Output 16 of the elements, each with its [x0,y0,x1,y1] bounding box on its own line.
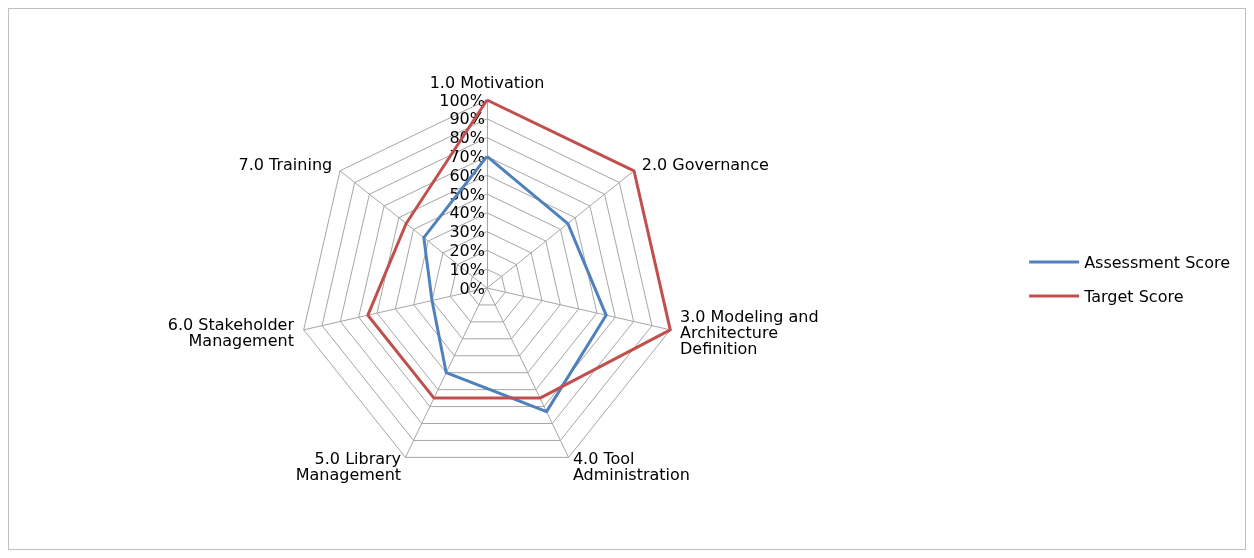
spoke-label: 1.0 Motivation [429,72,545,92]
spoke-label: 4.0 Tool Administration [572,448,690,484]
y-tick-label: 10% [449,259,485,279]
y-tick-label: 40% [449,203,485,223]
spoke-label: 6.0 Stakeholder Management [167,314,295,350]
y-tick-label: 100% [439,90,485,110]
spoke-label: 7.0 Training [238,155,333,175]
y-tick-label: 70% [449,146,485,166]
legend-label: Target Score [1083,286,1184,306]
legend-label: Assessment Score [1084,252,1230,272]
spoke-label: 2.0 Governance [641,155,769,175]
spoke-label: 3.0 Modeling and Architecture Definition [680,306,819,358]
y-tick-label: 20% [449,240,485,260]
y-tick-label: 0% [459,278,485,298]
y-tick-label: 30% [449,222,485,242]
spoke-label: 5.0 Library Management [295,448,402,484]
